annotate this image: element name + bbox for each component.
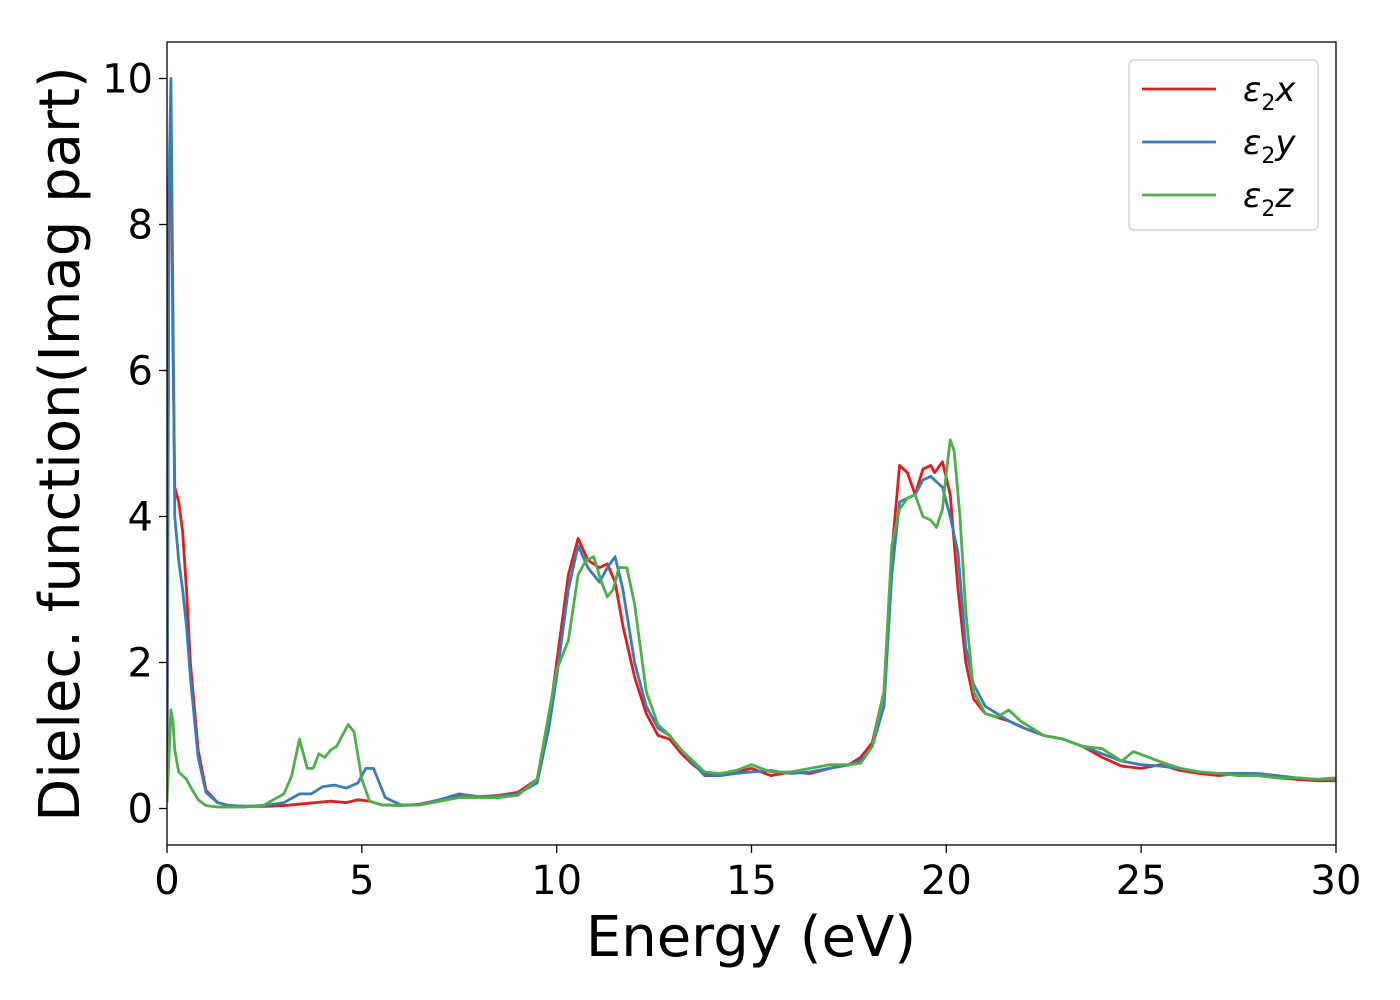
legend-label-z: ε2z [1243,176,1294,222]
x-tick-label: 5 [349,858,374,904]
legend-box [1128,59,1319,231]
axis-ticks: 0 5 10 15 20 25 30 0 2 4 6 8 10 [102,57,1361,905]
y-tick-label: 6 [128,349,153,395]
y-tick-label: 10 [102,57,153,103]
x-axis-title: Energy (eV) [586,905,916,970]
x-tick-label: 25 [1116,858,1167,904]
y-tick-label: 0 [128,787,153,833]
legend-label-x: ε2x [1243,70,1296,116]
y-axis-title: Dielec. function(Imag part) [28,66,93,822]
x-tick-label: 0 [154,858,179,904]
series-line-z [167,438,1336,809]
legend: ε2x ε2y ε2z [1128,59,1319,231]
y-tick-label: 4 [128,495,153,541]
legend-label-y: ε2y [1243,123,1296,169]
x-tick-label: 30 [1311,858,1362,904]
x-tick-label: 10 [531,858,582,904]
y-tick-label: 8 [128,203,153,249]
x-tick-label: 15 [726,858,777,904]
series-lines [167,77,1336,809]
x-tick-label: 20 [921,858,972,904]
y-tick-label: 2 [128,641,153,687]
